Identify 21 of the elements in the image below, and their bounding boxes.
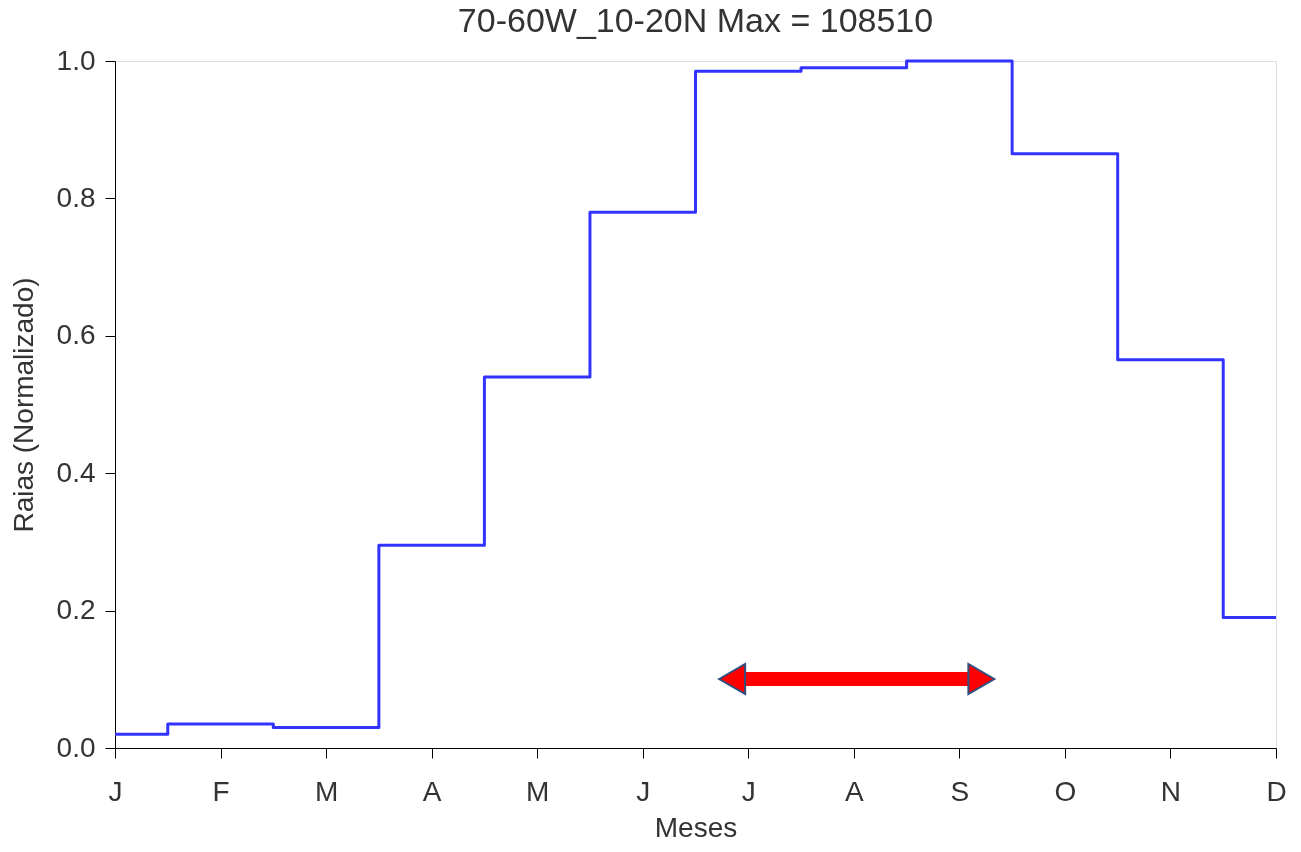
- x-tick-label: J: [108, 775, 123, 807]
- x-axis-title: Meses: [654, 811, 738, 843]
- y-tick-label: 0.4: [56, 456, 96, 488]
- x-tick-label: M: [314, 775, 339, 807]
- y-tick-label: 0.2: [56, 594, 96, 626]
- x-tick-label: A: [422, 775, 442, 807]
- x-tick-label: J: [741, 775, 756, 807]
- chart-title: 70-60W_10-20N Max = 108510: [457, 1, 934, 39]
- y-axis-title: Raias (Normalizado): [7, 277, 39, 533]
- x-tick-label: A: [844, 775, 864, 807]
- x-tick-label: N: [1160, 775, 1182, 807]
- x-tick-label: O: [1054, 775, 1077, 807]
- y-tick-label: 0.8: [56, 181, 96, 213]
- x-tick-label: J: [636, 775, 651, 807]
- y-tick-label: 1.0: [56, 44, 96, 76]
- y-tick-label: 0.6: [56, 319, 96, 351]
- x-tick-label: S: [950, 775, 970, 807]
- x-tick-label: D: [1266, 775, 1287, 807]
- y-tick-label: 0.0: [56, 731, 96, 763]
- x-tick-label: F: [212, 775, 230, 807]
- x-tick-label: M: [526, 775, 550, 807]
